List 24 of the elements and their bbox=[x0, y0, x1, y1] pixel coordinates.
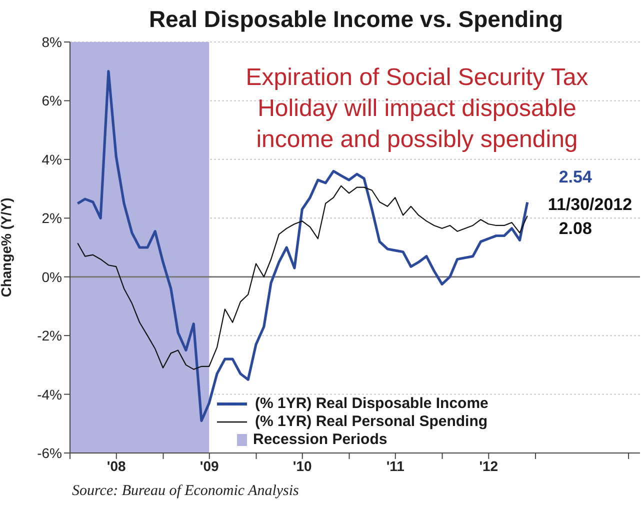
line-series bbox=[77, 185, 528, 370]
chart-title: Real Disposable Income vs. Spending bbox=[148, 6, 564, 33]
band-label: Recession Periods bbox=[253, 431, 388, 449]
legend-label: (% 1YR) Real Disposable Income bbox=[255, 395, 488, 413]
source-note: Source: Bureau of Economic Analysis bbox=[72, 483, 300, 500]
annotation: Expiration of Social Security Tax Holiday will impact disposable income and possibly spending bbox=[244, 63, 590, 155]
x-tick-label: '11 bbox=[386, 458, 405, 474]
annotation: 11/30/2012 bbox=[546, 195, 634, 215]
annotation: 2.54 bbox=[558, 167, 592, 186]
y-tick-label: -6% bbox=[37, 444, 62, 461]
y-tick-label: 4% bbox=[42, 151, 62, 168]
x-tick-label: '08 bbox=[106, 458, 126, 474]
annotation: 2.08 bbox=[558, 218, 592, 238]
y-tick-label: -4% bbox=[37, 386, 62, 402]
y-tick-label: 0% bbox=[42, 268, 62, 285]
y-tick-label: 8% bbox=[42, 34, 62, 50]
x-tick-label: '09 bbox=[200, 458, 220, 474]
x-tick-label: '10 bbox=[292, 458, 312, 474]
y-axis-title: Change% (Y/Y) bbox=[0, 198, 14, 298]
y-tick-label: 6% bbox=[42, 92, 62, 109]
x-tick-label: '12 bbox=[479, 458, 498, 474]
legend-label: (% 1YR) Real Personal Spending bbox=[255, 413, 488, 431]
y-tick-label: 2% bbox=[42, 210, 62, 226]
y-tick-label: -2% bbox=[37, 328, 62, 344]
